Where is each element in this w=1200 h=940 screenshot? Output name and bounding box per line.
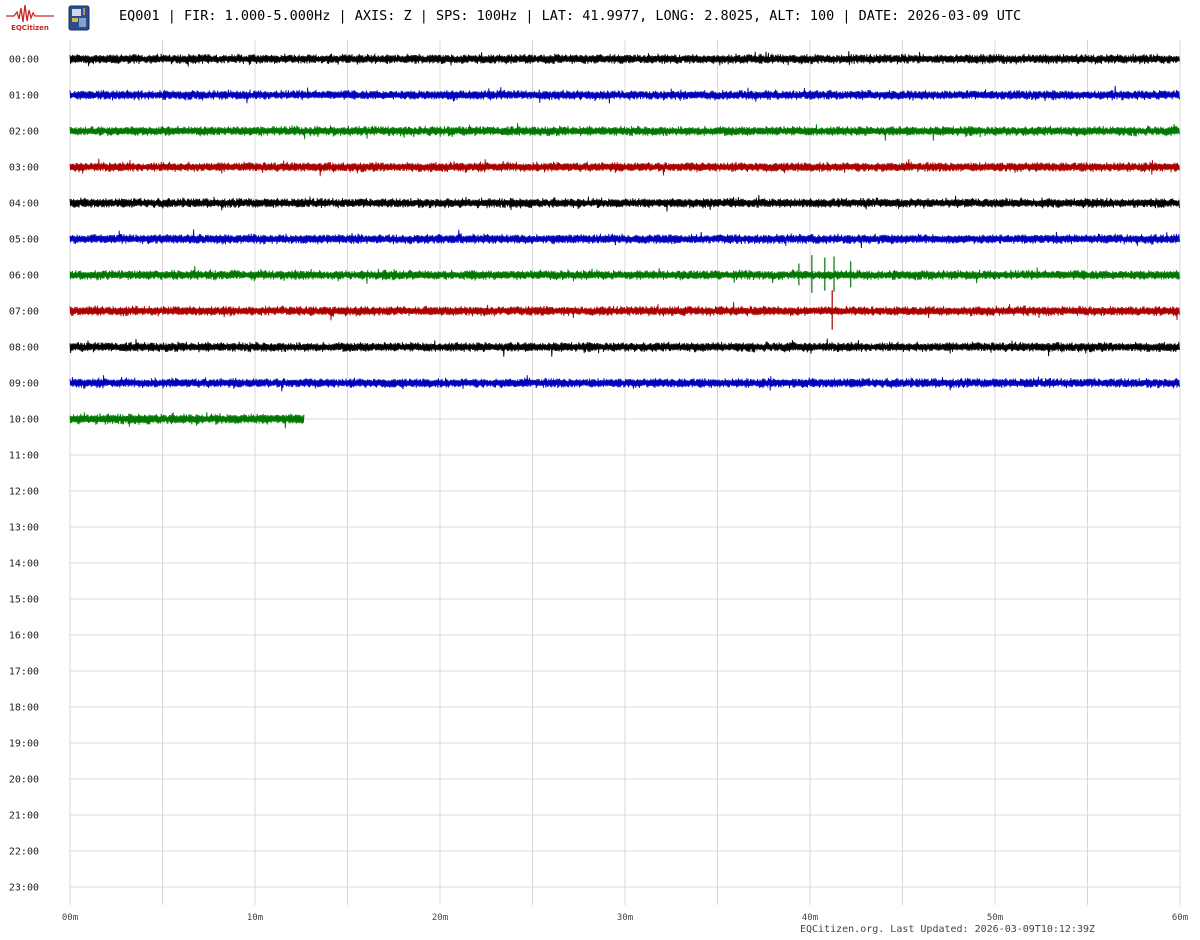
hour-label: 15:00 — [9, 595, 39, 606]
trace-0400 — [69, 194, 1180, 212]
hour-label: 04:00 — [9, 199, 39, 210]
trace-0900 — [69, 375, 1180, 392]
hour-label: 22:00 — [9, 847, 39, 858]
minute-labels: 00m 10m 20m 30m 40m 50m 60m — [62, 913, 1188, 923]
hour-label: 19:00 — [9, 739, 39, 750]
trace-0300 — [69, 158, 1180, 177]
trace-0800 — [69, 338, 1180, 357]
sensor-device-icon — [68, 5, 90, 31]
seismograph-logo-icon — [6, 4, 54, 23]
hour-label: 11:00 — [9, 451, 39, 462]
hour-label: 13:00 — [9, 523, 39, 534]
hour-label: 20:00 — [9, 775, 39, 786]
minute-tick-label: 20m — [432, 913, 448, 923]
hour-label: 05:00 — [9, 235, 39, 246]
hour-label: 16:00 — [9, 631, 39, 642]
trace-0100 — [69, 85, 1180, 104]
seismic-traces — [69, 51, 1180, 429]
hour-label: 02:00 — [9, 127, 39, 138]
hour-label: 12:00 — [9, 487, 39, 498]
eqcitizen-logo: EQCitizen — [4, 2, 56, 34]
trace-0600 — [69, 265, 1180, 284]
trace-0000 — [69, 51, 1180, 67]
hour-label: 00:00 — [9, 55, 39, 66]
trace-0500 — [69, 229, 1180, 249]
footer-last-updated: EQCitizen.org. Last Updated: 2026-03-09T… — [800, 924, 1096, 935]
minute-tick-label: 40m — [802, 913, 818, 923]
hour-labels: 00:00 01:00 02:00 03:00 04:00 05:00 06:00 07:00… — [9, 55, 39, 894]
hour-label: 18:00 — [9, 703, 39, 714]
header: EQCitizen EQ001 | FIR: 1.000-5.000Hz | A… — [0, 0, 1200, 36]
minute-tick-label: 30m — [617, 913, 633, 923]
hour-label: 07:00 — [9, 307, 39, 318]
hour-label: 14:00 — [9, 559, 39, 570]
trace-0200 — [69, 123, 1180, 141]
logo-text: EQCitizen — [11, 24, 49, 32]
hour-label: 21:00 — [9, 811, 39, 822]
hour-label: 09:00 — [9, 379, 39, 390]
minute-tick-label: 00m — [62, 913, 78, 923]
chart-title: EQ001 | FIR: 1.000-5.000Hz | AXIS: Z | S… — [119, 8, 1022, 24]
hour-label: 03:00 — [9, 163, 39, 174]
hour-label: 01:00 — [9, 91, 39, 102]
minute-tick-label: 10m — [247, 913, 263, 923]
hour-label: 17:00 — [9, 667, 39, 678]
hour-label: 23:00 — [9, 883, 39, 894]
trace-0700 — [69, 301, 1180, 321]
hour-label: 08:00 — [9, 343, 39, 354]
minute-tick-label: 50m — [987, 913, 1003, 923]
trace-1000 — [69, 412, 305, 429]
minute-tick-label: 60m — [1172, 913, 1188, 923]
hour-label: 10:00 — [9, 415, 39, 426]
hour-label: 06:00 — [9, 271, 39, 282]
